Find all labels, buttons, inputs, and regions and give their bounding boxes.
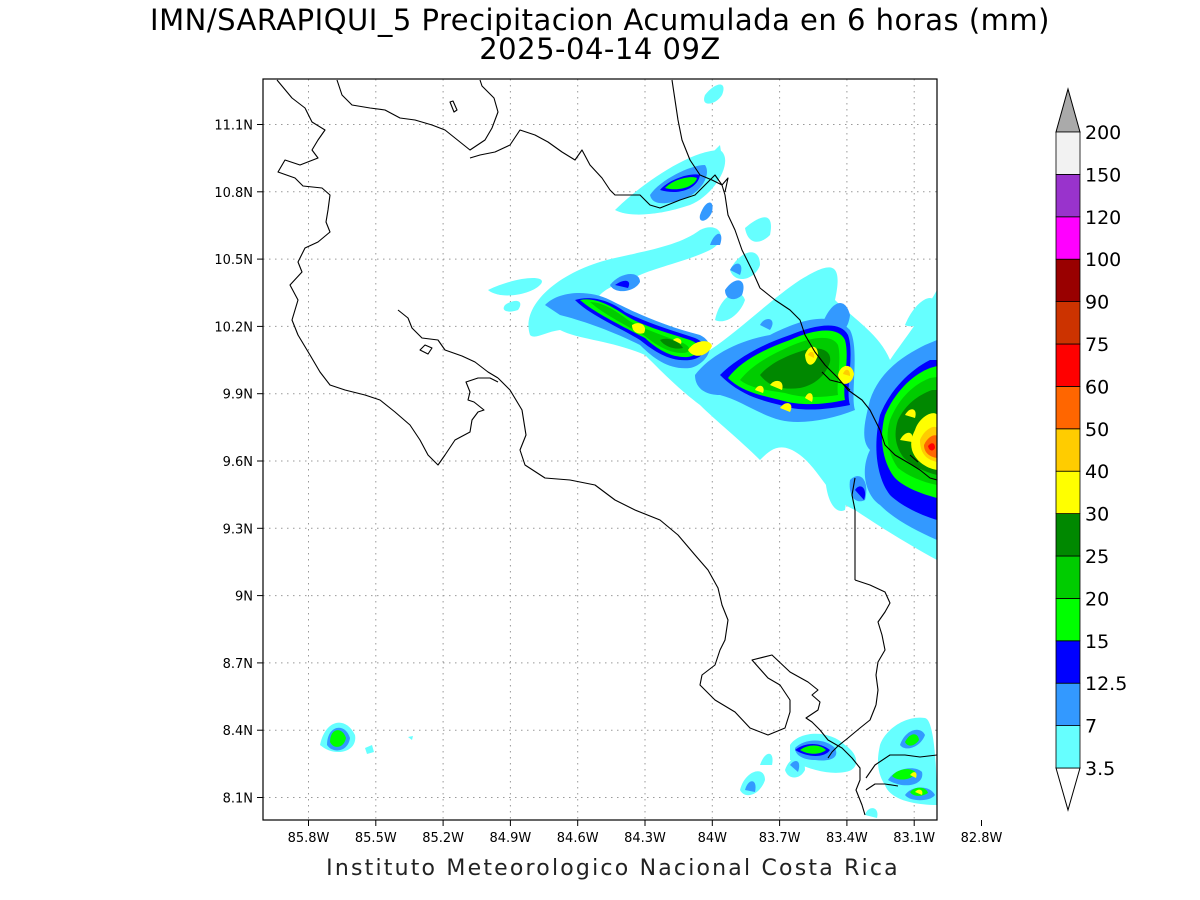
colorbar: 3.5 7 12.5 15 20 25 30 40 50 60 75 90 100 120 150 200 xyxy=(1055,87,1127,812)
lon-tick-label: 85.5W xyxy=(355,831,397,846)
footer-credit: Instituto Meteorologico Nacional Costa R… xyxy=(326,856,900,881)
lon-tick-label: 83.7W xyxy=(759,831,801,846)
lat-tick-label: 9.3N xyxy=(223,522,253,537)
colorbar-swatch xyxy=(1055,258,1081,303)
colorbar-swatch xyxy=(1055,725,1081,769)
longitude-axis: 85.8W 85.5W 85.2W 84.9W 84.6W 84.3W 84W 83.7W 83… xyxy=(288,820,1003,846)
lon-tick-label: 85.2W xyxy=(422,831,464,846)
colorbar-swatch xyxy=(1055,301,1081,345)
lon-tick-label: 82.8W xyxy=(961,831,1003,846)
colorbar-label: 75 xyxy=(1085,334,1109,356)
lat-tick-label: 9.6N xyxy=(223,455,253,470)
colorbar-label: 15 xyxy=(1085,631,1109,653)
lon-tick-label: 83.1W xyxy=(893,831,935,846)
colorbar-label: 100 xyxy=(1085,249,1121,271)
lat-tick-label: 10.5N xyxy=(214,253,253,268)
colorbar-swatch xyxy=(1055,513,1081,557)
colorbar-label: 40 xyxy=(1085,461,1109,483)
colorbar-swatch xyxy=(1055,598,1081,642)
colorbar-label: 20 xyxy=(1085,588,1109,610)
lon-tick-label: 84.3W xyxy=(624,831,666,846)
colorbar-label: 50 xyxy=(1085,419,1109,441)
colorbar-label: 120 xyxy=(1085,207,1121,229)
colorbar-swatch xyxy=(1055,173,1081,218)
colorbar-swatch xyxy=(1055,343,1081,387)
lat-tick-label: 9.9N xyxy=(223,388,253,403)
colorbar-swatch xyxy=(1055,555,1081,599)
lon-tick-label: 84W xyxy=(698,831,728,846)
colorbar-label: 7 xyxy=(1085,716,1097,738)
colorbar-swatch xyxy=(1055,216,1081,260)
colorbar-swatch xyxy=(1055,682,1081,727)
lat-tick-label: 11.1N xyxy=(214,119,253,134)
colorbar-label: 60 xyxy=(1085,376,1109,398)
colorbar-label: 3.5 xyxy=(1085,758,1115,780)
colorbar-label: 30 xyxy=(1085,504,1109,526)
map-frame xyxy=(262,78,938,821)
lat-tick-label: 8.7N xyxy=(223,657,253,672)
lon-tick-label: 84.6W xyxy=(557,831,599,846)
lat-tick-label: 8.1N xyxy=(223,792,253,807)
colorbar-swatch xyxy=(1055,470,1081,515)
colorbar-label: 12.5 xyxy=(1085,673,1127,695)
lon-tick-label: 85.8W xyxy=(288,831,330,846)
lon-tick-label: 84.9W xyxy=(489,831,531,846)
lat-tick-label: 10.8N xyxy=(214,186,253,201)
map-date: 2025-04-14 09Z xyxy=(479,32,721,66)
coastline xyxy=(276,79,937,816)
map-title: IMN/SARAPIQUI_5 Precipitacion Acumulada … xyxy=(150,3,1050,37)
colorbar-label: 25 xyxy=(1085,546,1109,568)
colorbar-over-arrow xyxy=(1055,87,1081,133)
lat-tick-label: 9N xyxy=(235,590,253,605)
map-area xyxy=(263,79,937,820)
colorbar-swatch xyxy=(1055,640,1081,684)
colorbar-swatch xyxy=(1055,428,1081,472)
colorbar-label: 90 xyxy=(1085,292,1109,314)
colorbar-label: 150 xyxy=(1085,164,1121,186)
latitude-axis: 11.1N 10.8N 10.5N 10.2N 9.9N 9.6N 9.3N 9N 8.7N 8.… xyxy=(214,119,263,807)
colorbar-swatch xyxy=(1055,131,1081,175)
lon-tick-label: 83.4W xyxy=(826,831,868,846)
lat-tick-label: 10.2N xyxy=(214,320,253,335)
colorbar-under-arrow xyxy=(1055,767,1081,812)
lat-tick-label: 8.4N xyxy=(223,724,253,739)
colorbar-label: 200 xyxy=(1085,122,1121,144)
colorbar-swatch xyxy=(1055,385,1081,430)
